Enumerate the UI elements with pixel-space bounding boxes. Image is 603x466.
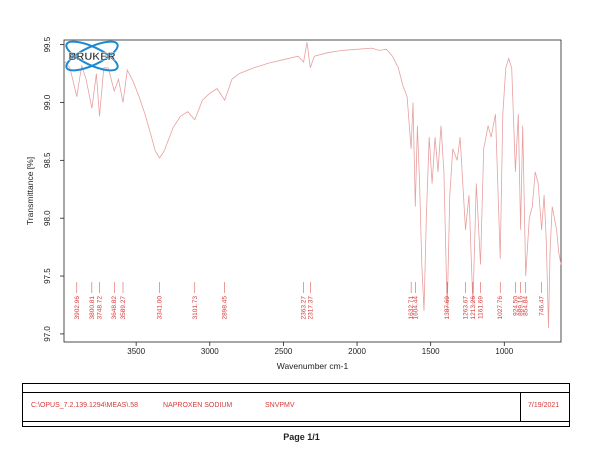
y-tick-label: 99.0: [43, 94, 52, 110]
peak-label: 1604.44: [412, 296, 419, 320]
peak-label: 1387.69: [444, 296, 451, 320]
sample-name: NAPROXEN SODIUM: [163, 402, 233, 409]
logo-orbit-2: [65, 40, 119, 72]
peak-label: 3101.73: [192, 296, 199, 320]
operator-code: SNVPMV: [265, 402, 295, 409]
peak-label: 3748.72: [97, 296, 104, 320]
peak-label: 1161.69: [477, 296, 484, 319]
bruker-logo: BRUKER: [65, 40, 119, 72]
peak-label: 924.50: [512, 296, 519, 316]
y-tick-label: 97.0: [43, 326, 52, 342]
peak-label: 746.47: [539, 296, 546, 316]
peak-label: 3902.96: [74, 296, 81, 320]
peak-label: 2317.37: [307, 296, 314, 320]
plot-border: [63, 39, 562, 343]
x-tick-label: 3000: [201, 347, 219, 356]
page-number: Page 1/1: [283, 432, 320, 442]
logo-text: BRUKER: [68, 51, 115, 63]
x-tick-label: 2500: [275, 347, 293, 356]
y-tick-label: 99.5: [43, 36, 52, 52]
peak-label: 2363.27: [301, 296, 308, 320]
peak-label: 889.16: [518, 296, 525, 316]
logo-orbit-1: [65, 40, 119, 72]
spectrum-line-0: [63, 42, 562, 329]
axes: 3500 3000 2500 2000 1500 1000 97.0 97.5 98.0 98.5…: [25, 36, 514, 371]
peak-label: 3341.00: [157, 296, 164, 320]
ir-spectrum-chart: 3902.96 3800.81 3748.72 3648.82 3589.27 3341.…: [25, 36, 562, 371]
y-axis-label: Transmittance [%]: [25, 157, 35, 225]
y-tick-label: 98.5: [43, 152, 52, 168]
x-tick-label: 1500: [422, 347, 440, 356]
peak-label: 1263.67: [462, 296, 469, 320]
peak-label: 3589.27: [120, 296, 127, 320]
x-axis-label: Wavenumber cm-1: [277, 361, 349, 371]
footer-row: C:\OPUS_7.2.139.1294\MEAS\.58 NAPROXEN S…: [23, 392, 569, 422]
peak-label: 3800.81: [89, 296, 96, 320]
measure-date: 7/19/2021: [528, 402, 560, 409]
plot-area: [63, 39, 562, 343]
peak-label: 1632.71: [408, 296, 415, 320]
peak-label: 854.84: [523, 296, 530, 316]
file-path: C:\OPUS_7.2.139.1294\MEAS\.58: [31, 402, 139, 409]
x-tick-label: 2000: [348, 347, 366, 356]
y-tick-label: 97.5: [43, 268, 52, 284]
series-layer: [63, 42, 562, 329]
footer-box: C:\OPUS_7.2.139.1294\MEAS\.58 NAPROXEN S…: [22, 383, 570, 427]
peak-label: 1027.76: [497, 296, 504, 320]
footer-divider: [520, 393, 521, 421]
peak-label: 3648.82: [111, 296, 118, 320]
x-tick-label: 1000: [495, 347, 513, 356]
y-tick-label: 98.0: [43, 210, 52, 226]
peak-label: 2898.45: [222, 296, 229, 320]
peak-labels: 3902.96 3800.81 3748.72 3648.82 3589.27 3341.…: [74, 282, 546, 320]
x-tick-label: 3500: [127, 347, 145, 356]
peak-label: 1213.26: [470, 296, 477, 320]
